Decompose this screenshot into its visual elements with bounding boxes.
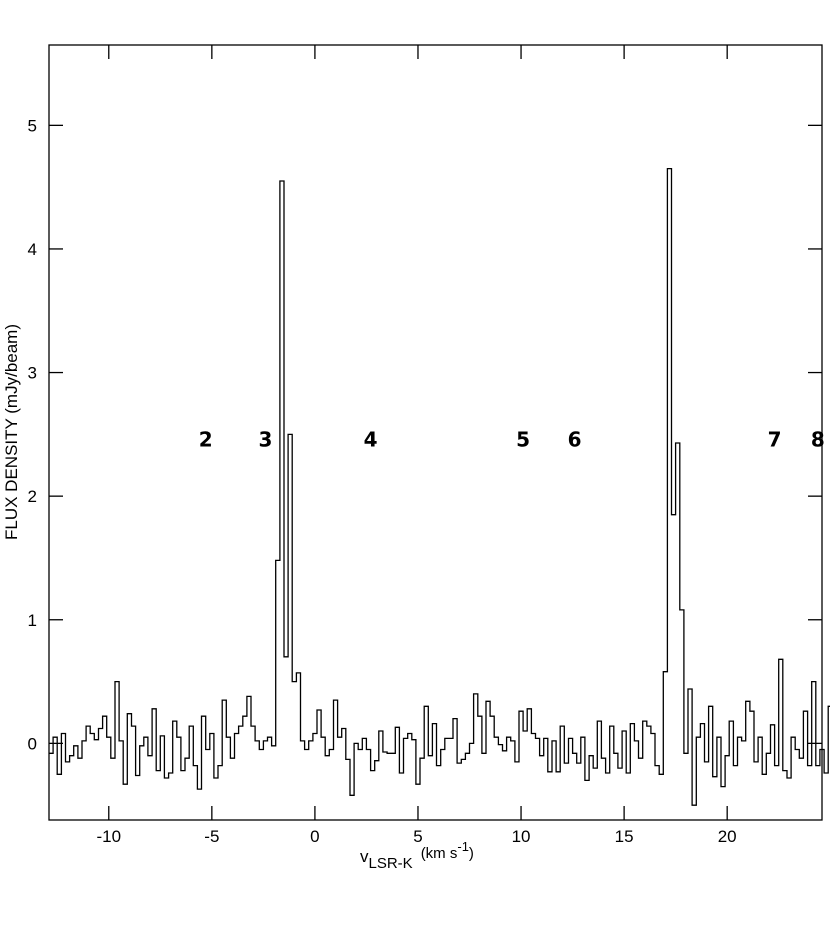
x-axis-label: vLSR-K (km s-1) <box>360 839 474 872</box>
peak-label: 2 <box>199 428 213 452</box>
x-tick-label: 5 <box>413 827 422 846</box>
y-tick-label: 0 <box>28 734 37 753</box>
y-tick-label: 5 <box>28 116 37 135</box>
y-axis-label: FLUX DENSITY (mJy/beam) <box>2 324 21 540</box>
x-axis-label-units-sup: -1 <box>457 839 469 854</box>
peak-label: 7 <box>768 428 782 452</box>
x-tick-label: 20 <box>718 827 737 846</box>
spectrum-step-line <box>49 167 830 806</box>
x-tick-label: -5 <box>204 827 219 846</box>
y-tick-label: 1 <box>28 611 37 630</box>
x-tick-label: -10 <box>96 827 121 846</box>
peak-label: 5 <box>516 428 530 452</box>
y-tick-label: 4 <box>28 240 37 259</box>
y-axis-ticks: 0 1 2 3 4 5 <box>28 116 822 753</box>
peak-label: 8 <box>811 428 825 452</box>
x-tick-label: 15 <box>615 827 634 846</box>
plot-area <box>48 44 830 821</box>
plot-frame <box>48 44 823 821</box>
peak-label: 6 <box>568 428 582 452</box>
x-tick-label: 0 <box>310 827 319 846</box>
peak-label: 4 <box>364 428 378 452</box>
x-axis-ticks: -10 -5 0 5 10 15 20 <box>96 45 737 846</box>
peak-label: 3 <box>258 428 272 452</box>
peak-annotations: 2 3 4 5 6 7 8 <box>199 428 825 452</box>
x-axis-label-subscript: LSR-K <box>369 855 413 872</box>
x-axis-label-units-close: ) <box>469 845 474 862</box>
y-tick-label: 3 <box>28 364 37 383</box>
x-axis-label-main: v <box>360 847 369 866</box>
y-tick-label: 2 <box>28 487 37 506</box>
x-axis-label-units: (km s <box>421 845 458 862</box>
x-tick-label: 10 <box>512 827 531 846</box>
